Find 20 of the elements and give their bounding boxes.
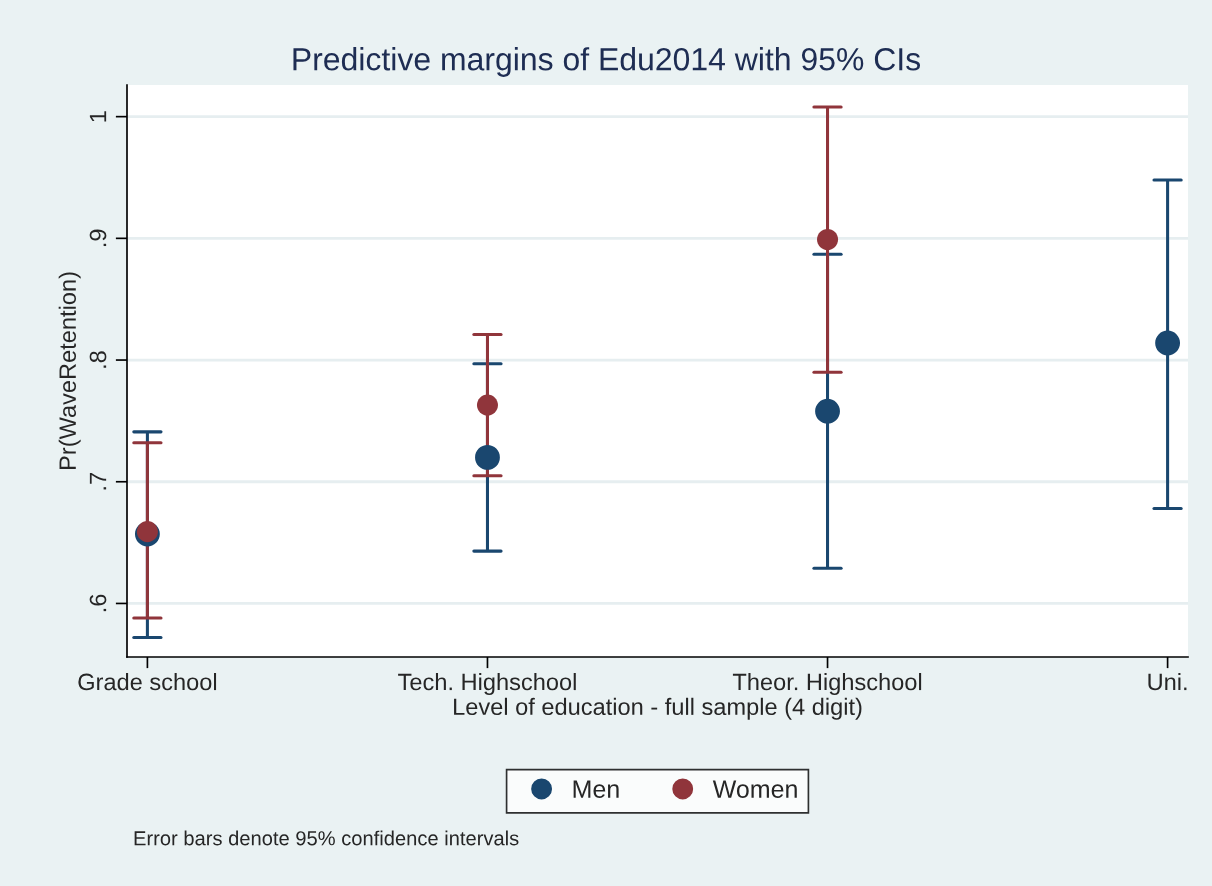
y-tick-label: .8 (89, 351, 107, 368)
x-axis-title: Level of education - full sample (4 digit) (454, 697, 862, 720)
y-axis-title: Pr(WaveRetention) (58, 272, 81, 469)
text: Error bars denote 95% confidence intervals (134, 830, 519, 846)
point (475, 444, 500, 470)
x-tick-label: Theor. Highschool (732, 672, 922, 695)
point (815, 398, 840, 424)
point (817, 229, 839, 251)
x-tick-label: Uni. (1148, 672, 1187, 691)
point (1155, 330, 1181, 356)
y-tick-label: .9 (89, 229, 107, 247)
chart-title: Predictive margins of Edu2014 with 95% CIs (293, 47, 921, 77)
x-tick-label: Tech. Highschool (398, 672, 576, 695)
x-tick-label: Grade school (78, 672, 217, 691)
y-tick-label: .7 (89, 473, 107, 490)
legend-label: Women (712, 780, 797, 798)
y-tick-label: 1 (89, 111, 107, 122)
point (476, 394, 498, 416)
y-tick-label: .6 (89, 594, 107, 612)
legend-label: Men (573, 780, 619, 798)
